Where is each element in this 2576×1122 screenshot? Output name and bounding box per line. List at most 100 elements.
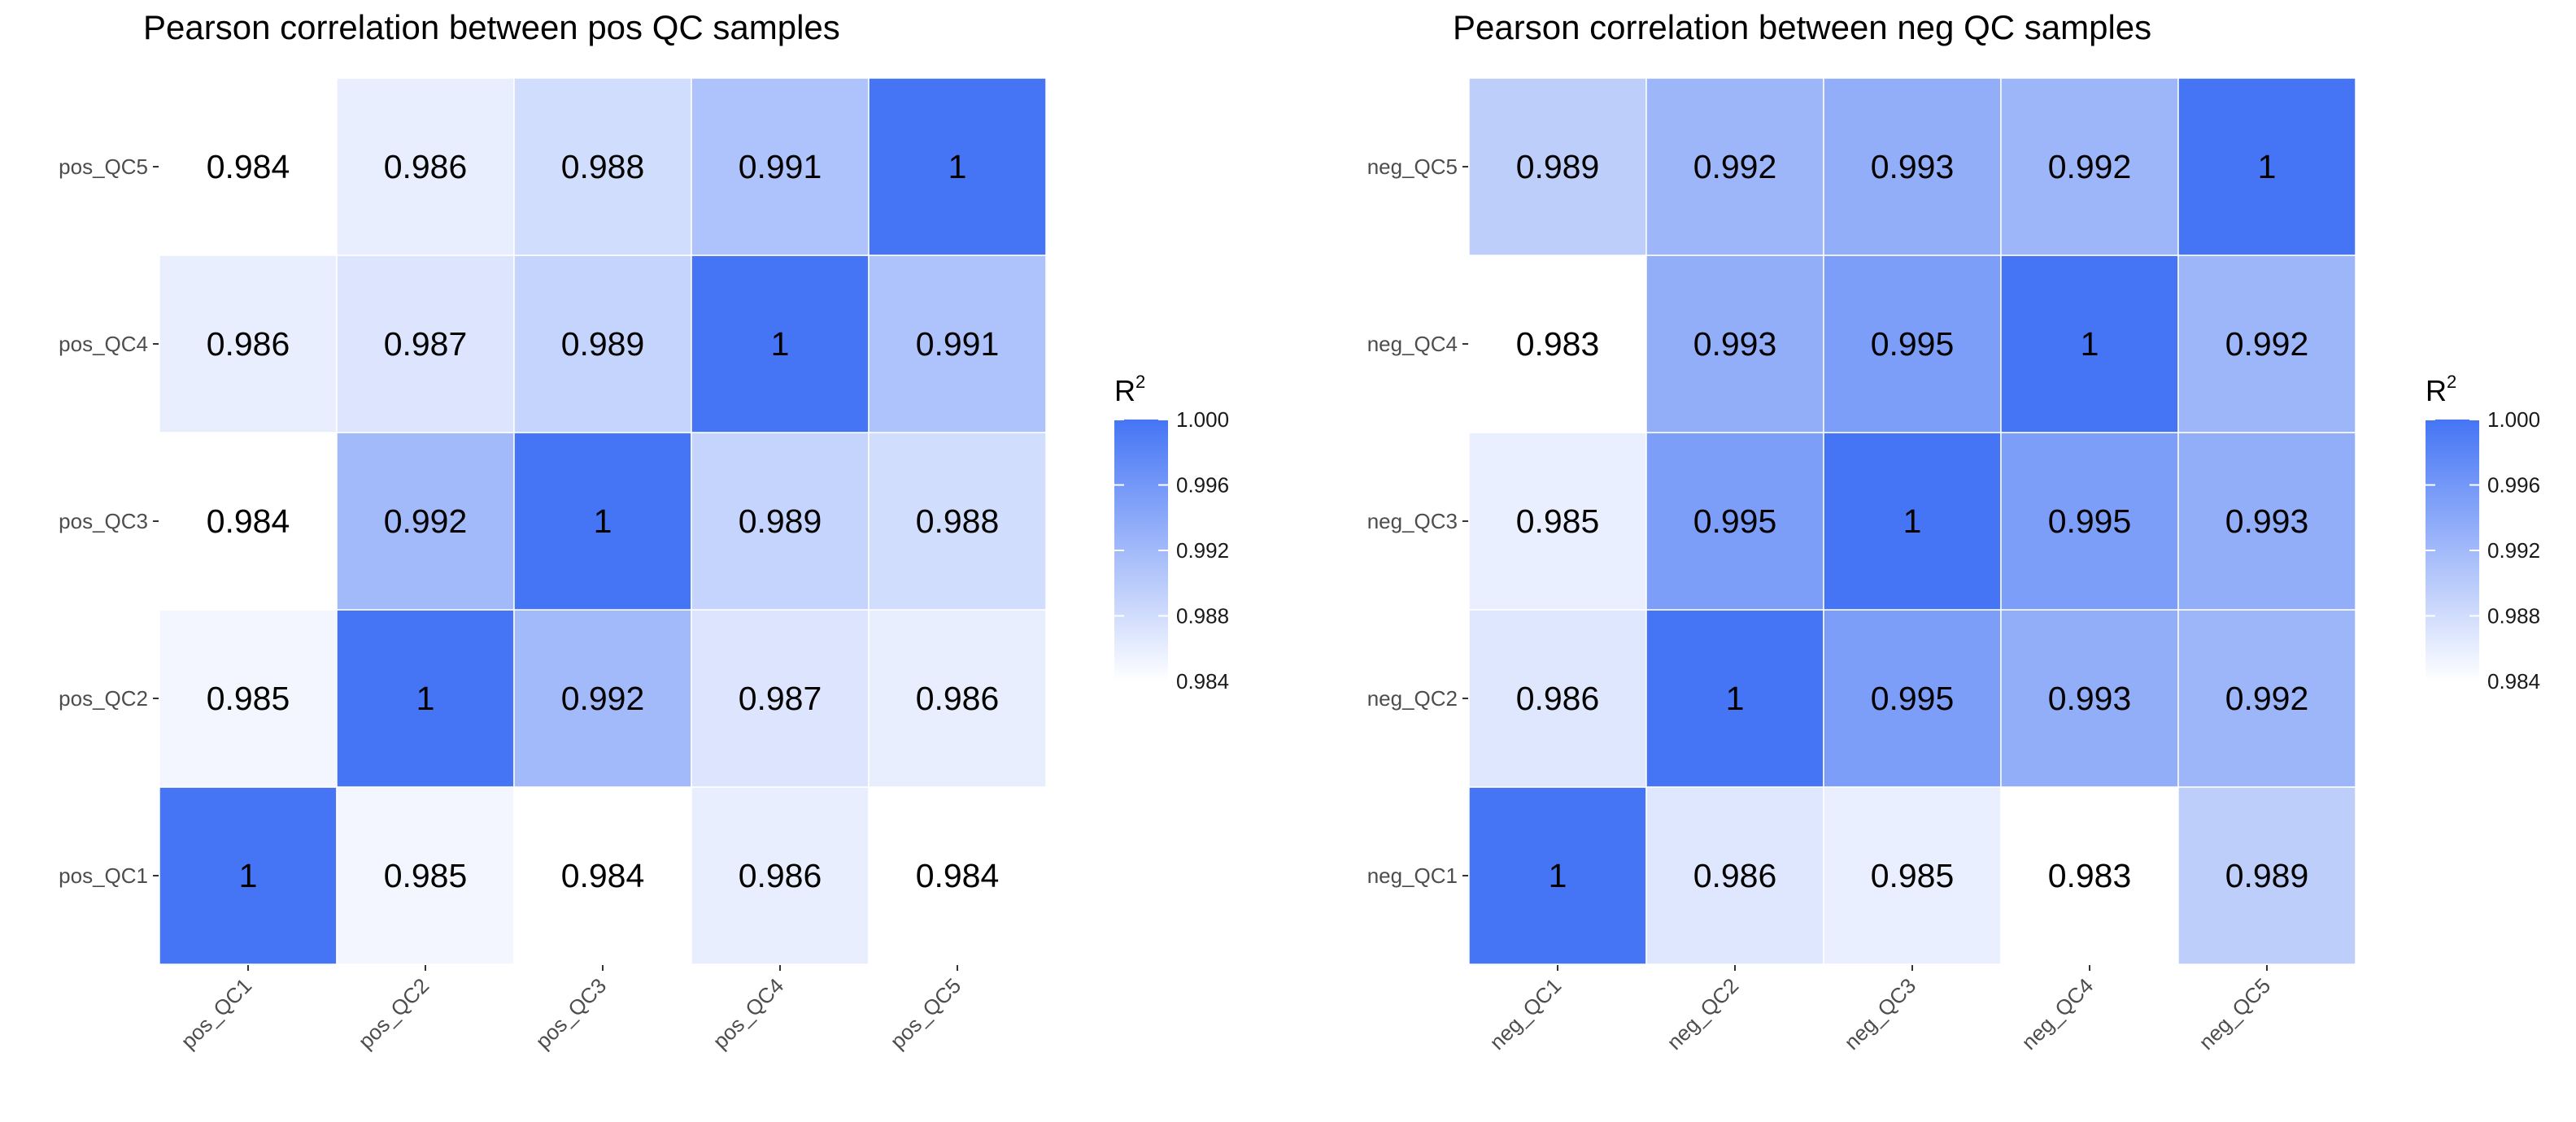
chart-title: Pearson correlation between pos QC sampl… (143, 8, 840, 46)
heatmap-cell (2177, 432, 2356, 611)
heatmap-cell (2000, 786, 2179, 965)
x-tick-label: pos_QC4 (708, 973, 788, 1054)
y-tick-label: neg_QC3 (1367, 509, 1458, 533)
heatmap-panel-1: Pearson correlation between pos QC sampl… (59, 8, 1229, 1054)
heatmap-cell (1468, 609, 1647, 788)
legend-tick-label: 0.984 (1176, 669, 1229, 694)
legend-title: R2 (1114, 372, 1145, 407)
x-tick-label: neg_QC1 (1484, 973, 1566, 1055)
cell-value-label: 0.991 (916, 325, 1000, 363)
heatmap-cell (2177, 254, 2356, 433)
heatmap-cell (1645, 786, 1824, 965)
heatmap-cell (2177, 786, 2356, 965)
heatmap-cell (1468, 77, 1647, 256)
cell-value-label: 0.992 (384, 502, 468, 540)
heatmap-cell (2000, 77, 2179, 256)
heatmap-panel-2: Pearson correlation between neg QC sampl… (1367, 8, 2540, 1055)
color-legend: R2 1.000 0.996 0.992 0.988 0.984 (2426, 372, 2540, 694)
heatmap-cell (336, 786, 515, 965)
legend-tick-label: 0.988 (1176, 604, 1229, 628)
cell-value-label: 0.986 (1516, 680, 1600, 717)
cell-value-label: 0.984 (207, 148, 290, 185)
cell-value-label: 1 (1903, 502, 1922, 540)
cell-value-label: 0.985 (1516, 502, 1600, 540)
heatmap-cell (1645, 254, 1824, 433)
cell-value-label: 0.989 (2225, 857, 2309, 894)
legend-title: R2 (2426, 372, 2456, 407)
heatmap-cell (159, 609, 338, 788)
cell-value-label: 1 (239, 857, 258, 894)
heatmap-cell (513, 609, 692, 788)
heatmap-cell (868, 254, 1047, 433)
legend-tick-label: 0.984 (2487, 669, 2540, 694)
heatmap-cell (691, 609, 870, 788)
cell-value-label: 1 (1549, 857, 1567, 894)
heatmap-cell (1823, 432, 2002, 611)
heatmap-cell (336, 432, 515, 611)
cell-value-label: 1 (948, 148, 967, 185)
x-tick-label: neg_QC5 (2194, 973, 2275, 1055)
cell-value-label: 0.992 (2225, 680, 2309, 717)
cell-value-label: 0.993 (1693, 325, 1777, 363)
heatmap-cell (513, 77, 692, 256)
x-tick-label: pos_QC3 (530, 973, 611, 1054)
legend-tick-label: 1.000 (2487, 407, 2540, 432)
cell-value-label: 0.995 (1871, 325, 1955, 363)
color-legend: R2 1.000 0.996 0.992 0.988 0.984 (1114, 372, 1229, 694)
cell-value-label: 1 (416, 680, 435, 717)
x-tick-label: neg_QC4 (2016, 973, 2098, 1055)
cell-value-label: 0.986 (1693, 857, 1777, 894)
heatmap-cell (513, 432, 692, 611)
x-tick-label: pos_QC1 (176, 973, 256, 1054)
y-tick-label: neg_QC2 (1367, 686, 1458, 711)
cell-value-label: 0.989 (739, 502, 822, 540)
cell-value-label: 0.988 (916, 502, 1000, 540)
cell-value-label: 0.986 (384, 148, 468, 185)
y-tick-label: pos_QC5 (59, 154, 148, 179)
heatmap-cell (1823, 254, 2002, 433)
cell-value-label: 0.992 (2225, 325, 2309, 363)
heatmap-cell (1823, 77, 2002, 256)
cell-value-label: 0.995 (1871, 680, 1955, 717)
heatmap-cell (2000, 609, 2179, 788)
cell-value-label: 0.986 (739, 857, 822, 894)
x-tick-label: neg_QC2 (1662, 973, 1743, 1055)
cell-value-label: 0.995 (2048, 502, 2132, 540)
cell-value-label: 1 (2081, 325, 2099, 363)
cell-value-label: 0.985 (207, 680, 290, 717)
y-tick-label: pos_QC1 (59, 863, 148, 888)
cell-value-label: 0.987 (739, 680, 822, 717)
heatmap-cell (159, 77, 338, 256)
heatmap-cell (1468, 786, 1647, 965)
cell-value-label: 1 (2258, 148, 2277, 185)
heatmap-cell (2000, 432, 2179, 611)
cell-value-label: 0.983 (2048, 857, 2132, 894)
legend-tick-label: 0.988 (2487, 604, 2540, 628)
cell-value-label: 0.983 (1516, 325, 1600, 363)
cell-value-label: 0.989 (561, 325, 645, 363)
cell-value-label: 1 (771, 325, 790, 363)
cell-value-label: 1 (1726, 680, 1745, 717)
legend-tick-label: 0.992 (1176, 538, 1229, 563)
cell-value-label: 0.985 (1871, 857, 1955, 894)
heatmap-cell (1823, 786, 2002, 965)
cell-value-label: 0.991 (739, 148, 822, 185)
heatmap-cell (1645, 77, 1824, 256)
heatmap-cell (691, 786, 870, 965)
cell-value-label: 0.984 (561, 857, 645, 894)
legend-tick-label: 0.996 (1176, 473, 1229, 498)
heatmap-cell (1645, 609, 1824, 788)
cell-value-label: 0.992 (2048, 148, 2132, 185)
heatmap-cell (159, 254, 338, 433)
heatmap-cell (691, 77, 870, 256)
heatmap-cell (691, 254, 870, 433)
cell-value-label: 0.984 (207, 502, 290, 540)
y-tick-label: neg_QC1 (1367, 863, 1458, 888)
x-tick-label: pos_QC5 (885, 973, 965, 1054)
heatmap-cell (691, 432, 870, 611)
heatmap-cell (868, 432, 1047, 611)
cell-value-label: 0.984 (916, 857, 1000, 894)
cell-value-label: 0.992 (561, 680, 645, 717)
